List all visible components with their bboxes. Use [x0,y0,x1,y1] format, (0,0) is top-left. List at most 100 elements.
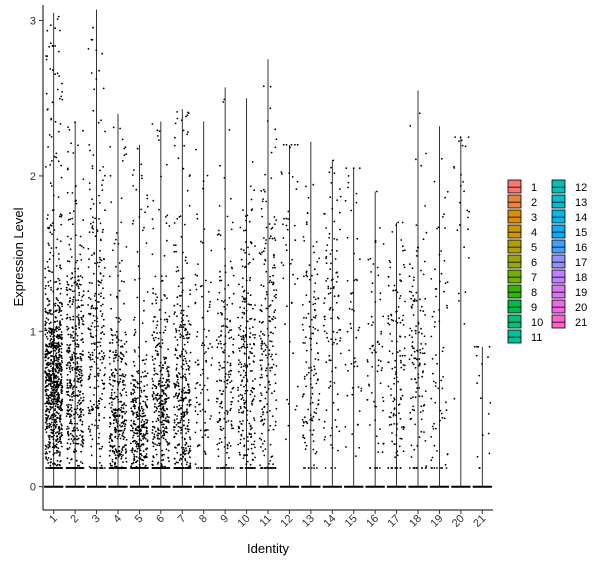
data-point [110,406,112,409]
data-point [158,208,160,211]
data-point [226,326,229,329]
data-point [168,467,171,469]
data-point [117,454,120,457]
y-tick-label: 0 [30,482,36,494]
data-point [145,418,147,421]
data-point [98,412,100,415]
data-point [176,315,178,318]
data-point [145,448,148,451]
data-point [81,295,84,298]
data-point [165,275,168,277]
data-point [373,400,375,403]
data-point [368,384,371,387]
data-point [49,24,52,27]
data-point [163,398,166,401]
data-point [271,366,273,369]
data-point [80,357,83,360]
data-point [232,274,235,277]
data-point [184,373,187,376]
violin-group-9 [215,87,235,488]
data-point [249,350,251,353]
data-point [228,376,231,378]
data-point [388,350,391,352]
data-point [99,344,102,347]
data-point [304,467,307,469]
data-point [238,359,240,361]
data-point [379,227,381,229]
data-point [172,426,175,428]
data-point [45,335,48,338]
data-point [75,261,77,264]
data-point [201,388,204,391]
data-point [431,456,434,459]
data-point [401,354,404,357]
data-point [229,260,232,263]
data-point [119,368,121,371]
data-point [53,378,55,380]
data-point [413,448,416,451]
data-point [47,226,49,229]
data-point [202,372,205,375]
data-point [329,253,332,255]
data-point [165,426,168,428]
data-point [223,343,226,346]
data-point [82,431,84,433]
violin-group-17 [386,221,407,488]
data-point [353,361,355,364]
data-point [481,434,484,437]
data-point [91,216,94,219]
data-point [183,450,186,453]
data-point [159,318,162,321]
data-point [73,339,76,342]
data-point [206,174,209,177]
data-point [286,305,288,307]
data-point [336,238,338,241]
data-point [180,463,183,465]
data-point [55,325,58,328]
data-point [125,391,127,394]
data-point [416,444,419,447]
data-point [178,216,181,218]
data-point [306,275,309,278]
data-point [65,467,68,469]
data-point [55,348,58,351]
y-tick-label: 1 [30,326,36,338]
data-point [136,370,138,373]
data-point [109,342,111,344]
data-point [220,311,222,314]
data-point [116,296,119,299]
data-point [152,292,155,295]
data-point [117,398,120,401]
data-point [239,442,242,445]
data-point [45,55,47,57]
data-point [80,369,83,372]
data-point [332,330,335,333]
data-point [176,378,179,381]
data-point [73,385,76,387]
data-point [73,408,76,411]
data-point [51,44,54,47]
data-point [177,385,180,388]
data-point [163,318,166,321]
data-point [71,434,74,437]
data-point [239,374,242,377]
data-point [104,209,106,212]
data-point [55,435,58,438]
data-point [226,304,229,306]
data-point [98,447,101,450]
data-point [146,395,148,398]
data-point [79,418,82,421]
data-point [394,373,397,376]
data-point [47,395,50,397]
data-point [168,315,171,318]
data-point [67,387,70,389]
data-point [45,385,48,388]
data-point [59,292,62,295]
data-point [49,382,52,385]
data-point [466,209,469,212]
data-point [130,382,132,385]
data-point [178,467,181,469]
data-point [230,336,233,339]
data-point [208,467,210,469]
data-point [410,444,413,447]
